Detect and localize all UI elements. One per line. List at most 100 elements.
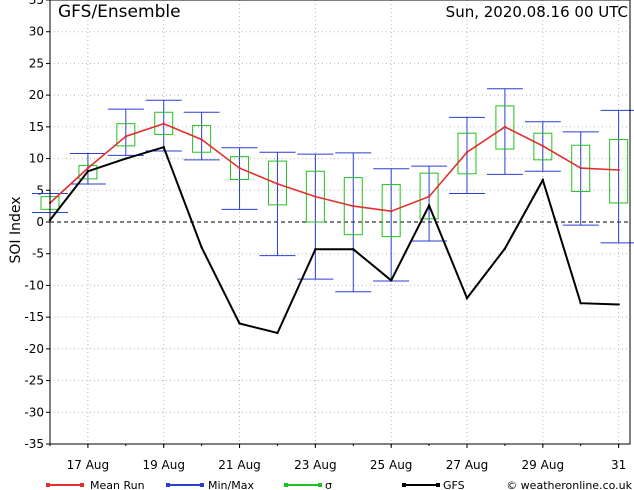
data-point-mean-run xyxy=(238,166,241,170)
data-point-mean-run xyxy=(314,195,317,198)
sigma-box xyxy=(116,123,136,147)
min-max-whisker xyxy=(297,153,334,280)
x-tick-label: 27 Aug xyxy=(446,458,489,472)
x-tick-label: 31 xyxy=(611,458,626,472)
y-tick-label: -20 xyxy=(24,342,44,356)
y-tick-label: -25 xyxy=(24,374,44,388)
x-tick-label: 29 Aug xyxy=(522,458,565,472)
grid xyxy=(50,0,630,444)
y-tick-label: 5 xyxy=(36,183,44,197)
series-layer xyxy=(32,88,634,335)
sigma-box xyxy=(267,160,287,206)
series-gfs xyxy=(48,145,620,335)
y-tick-label: 15 xyxy=(29,120,44,134)
data-point-gfs xyxy=(86,170,90,173)
legend-marker-gfs xyxy=(402,483,406,487)
sigma-box xyxy=(230,156,250,181)
credit-text: © weatheronline.co.uk xyxy=(506,479,632,490)
y-tick-label: 0 xyxy=(36,215,44,229)
y-tick-label: -35 xyxy=(24,437,44,451)
legend-label-mean-run: Mean Run xyxy=(90,479,145,490)
min-max-whisker xyxy=(335,152,372,293)
x-tick-label: 17 Aug xyxy=(67,458,110,472)
series-mean-run xyxy=(48,122,620,213)
data-point-gfs xyxy=(238,322,241,325)
data-point-gfs xyxy=(162,145,165,149)
data-point-gfs xyxy=(352,248,355,251)
y-axis-label: SOI Index xyxy=(8,196,24,263)
run-time: Sun, 2020.08.16 00 UTC xyxy=(446,3,628,21)
legend-marker-gfs-end xyxy=(436,483,440,487)
y-tick-label: -15 xyxy=(24,310,44,324)
legend-item-mean-run: Mean Run xyxy=(46,479,145,490)
legend-marker-min-max-end xyxy=(200,483,204,487)
data-point-gfs xyxy=(617,303,620,306)
data-point-mean-run xyxy=(86,166,90,170)
legend-label-min-max: Min/Max xyxy=(208,479,254,490)
min-max-whisker xyxy=(600,109,634,244)
y-tick-label: 25 xyxy=(29,56,44,70)
data-point-mean-run xyxy=(503,125,507,129)
min-max-whisker xyxy=(562,131,599,226)
data-point-mean-run xyxy=(465,151,469,154)
data-point-mean-run xyxy=(352,204,355,208)
legend-label-gfs: GFS xyxy=(443,479,465,490)
legend-marker-sigma-end xyxy=(318,483,322,487)
sigma-box xyxy=(78,165,98,180)
data-point-mean-run xyxy=(124,135,128,138)
data-point-gfs xyxy=(579,301,582,305)
chart-title: GFS/Ensemble xyxy=(58,2,181,22)
legend-marker-min-max xyxy=(166,483,170,487)
data-point-gfs xyxy=(276,331,279,335)
data-point-gfs xyxy=(200,246,203,249)
data-point-mean-run xyxy=(276,182,279,186)
min-max-whisker xyxy=(221,147,258,210)
y-tick-label: 10 xyxy=(29,152,44,166)
y-tick-label: 35 xyxy=(29,0,44,7)
legend-label-sigma: σ xyxy=(325,479,332,490)
data-point-mean-run xyxy=(200,138,203,141)
sigma-box xyxy=(495,105,515,150)
data-point-gfs xyxy=(389,279,393,282)
data-point-gfs xyxy=(314,248,317,251)
sigma-box xyxy=(192,125,212,153)
series-line-mean-run xyxy=(49,122,619,213)
data-point-mean-run xyxy=(427,195,431,198)
data-point-mean-run xyxy=(617,168,620,172)
y-tick-label: 30 xyxy=(29,25,44,39)
y-axis: 35 30 25 20 15 10 5 0 -5 -10 -15 -20 -25 -30 -35 xyxy=(24,0,50,451)
x-tick-label: 21 Aug xyxy=(218,458,261,472)
sigma-box xyxy=(457,132,477,175)
sigma-box xyxy=(305,170,325,223)
data-point-gfs xyxy=(465,296,469,300)
data-point-gfs xyxy=(124,157,128,160)
data-point-gfs xyxy=(503,247,507,250)
data-point-gfs xyxy=(541,178,545,182)
sigma-box xyxy=(154,111,174,135)
min-max-whisker xyxy=(448,116,485,194)
plot-frame xyxy=(49,0,631,445)
legend: Mean Run Min/Max σ GFS © weatheronline.c… xyxy=(46,479,633,490)
legend-marker-mean-run xyxy=(46,483,50,487)
legend-item-sigma: σ xyxy=(284,479,332,490)
data-point-mean-run xyxy=(541,144,545,148)
legend-item-gfs: GFS xyxy=(402,479,465,490)
data-point-mean-run xyxy=(579,166,582,170)
data-point-mean-run xyxy=(162,122,165,125)
min-max-whisker xyxy=(259,151,296,257)
legend-marker-sigma xyxy=(284,483,288,487)
y-tick-label: -30 xyxy=(24,405,44,419)
y-tick-label: 20 xyxy=(29,88,44,102)
sigma-box xyxy=(419,172,439,220)
sigma-box xyxy=(533,132,553,161)
x-axis: 17 Aug 19 Aug 21 Aug 23 Aug 25 Aug 27 Aug 29 A… xyxy=(49,444,626,472)
legend-marker-mean-run-end xyxy=(80,483,84,487)
y-tick-label: -10 xyxy=(24,278,44,292)
sigma-box xyxy=(343,177,363,236)
min-max-whisker xyxy=(486,88,523,175)
sigma-box xyxy=(609,139,629,204)
x-tick-label: 25 Aug xyxy=(370,458,413,472)
x-tick-label: 19 Aug xyxy=(142,458,185,472)
